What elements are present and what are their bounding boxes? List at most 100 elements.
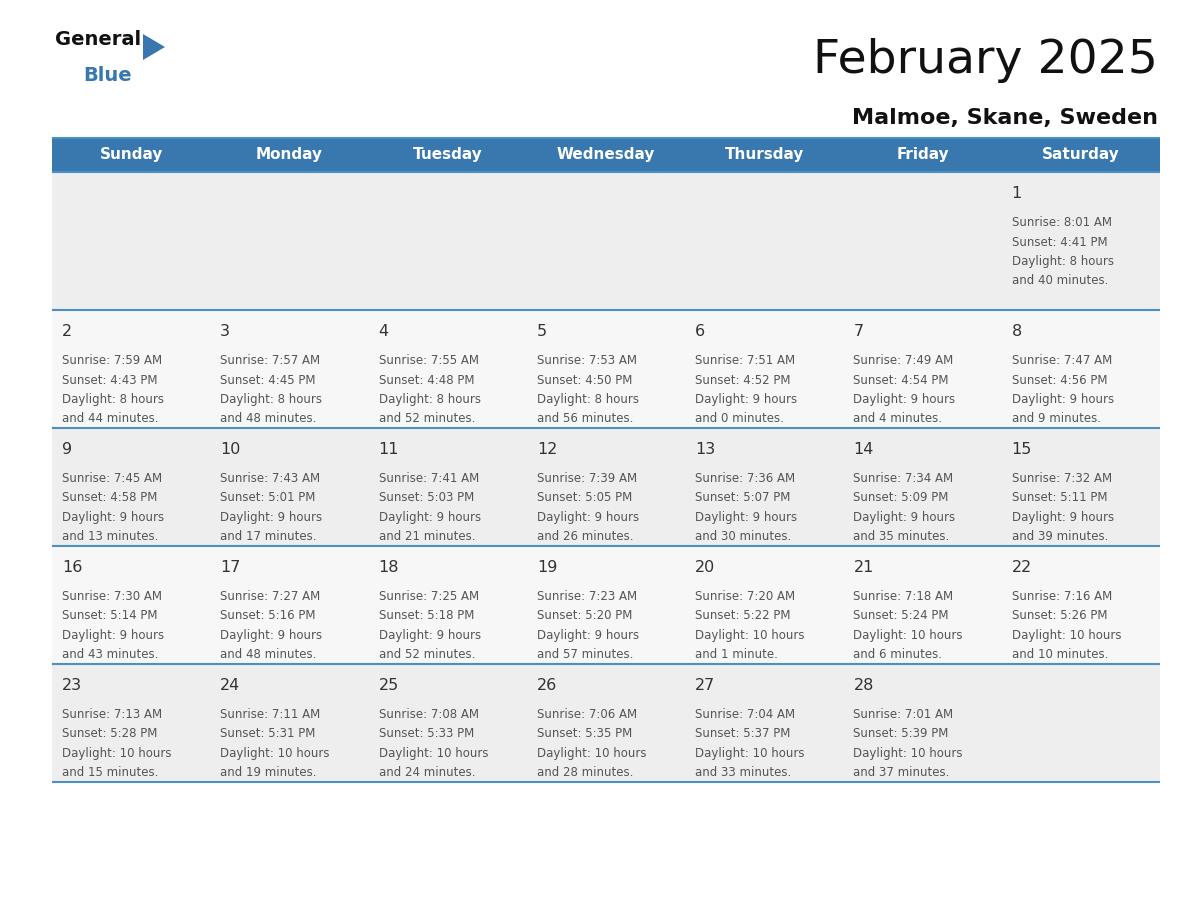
- Text: Sunrise: 7:18 AM: Sunrise: 7:18 AM: [853, 590, 954, 603]
- Text: Sunrise: 7:27 AM: Sunrise: 7:27 AM: [220, 590, 321, 603]
- Text: 17: 17: [220, 560, 241, 575]
- Text: Monday: Monday: [255, 148, 323, 162]
- Text: and 15 minutes.: and 15 minutes.: [62, 767, 158, 779]
- Text: Sunset: 5:09 PM: Sunset: 5:09 PM: [853, 491, 949, 505]
- Text: and 37 minutes.: and 37 minutes.: [853, 767, 949, 779]
- Text: and 44 minutes.: and 44 minutes.: [62, 412, 158, 426]
- Polygon shape: [143, 34, 165, 60]
- Text: 11: 11: [379, 442, 399, 457]
- Text: Sunday: Sunday: [100, 148, 163, 162]
- Text: 28: 28: [853, 678, 874, 693]
- Text: Daylight: 9 hours: Daylight: 9 hours: [62, 629, 164, 642]
- Text: Sunrise: 7:16 AM: Sunrise: 7:16 AM: [1012, 590, 1112, 603]
- Text: Daylight: 8 hours: Daylight: 8 hours: [379, 393, 481, 406]
- Text: 12: 12: [537, 442, 557, 457]
- Text: 23: 23: [62, 678, 82, 693]
- Text: 16: 16: [62, 560, 82, 575]
- Text: Sunrise: 7:13 AM: Sunrise: 7:13 AM: [62, 708, 162, 721]
- Text: Sunset: 4:48 PM: Sunset: 4:48 PM: [379, 374, 474, 386]
- Text: Sunrise: 7:45 AM: Sunrise: 7:45 AM: [62, 472, 162, 485]
- Text: Sunset: 4:41 PM: Sunset: 4:41 PM: [1012, 236, 1107, 249]
- Text: Sunset: 4:56 PM: Sunset: 4:56 PM: [1012, 374, 1107, 386]
- Text: Sunrise: 8:01 AM: Sunrise: 8:01 AM: [1012, 216, 1112, 229]
- Text: 9: 9: [62, 442, 72, 457]
- Text: Sunset: 5:16 PM: Sunset: 5:16 PM: [220, 610, 316, 622]
- Text: Sunset: 5:18 PM: Sunset: 5:18 PM: [379, 610, 474, 622]
- Text: Sunrise: 7:49 AM: Sunrise: 7:49 AM: [853, 354, 954, 367]
- Text: Saturday: Saturday: [1042, 148, 1120, 162]
- Text: and 10 minutes.: and 10 minutes.: [1012, 648, 1108, 662]
- Text: and 6 minutes.: and 6 minutes.: [853, 648, 942, 662]
- Bar: [52, 172, 1159, 310]
- Text: Friday: Friday: [896, 148, 949, 162]
- Text: Daylight: 9 hours: Daylight: 9 hours: [220, 511, 322, 524]
- Text: 22: 22: [1012, 560, 1032, 575]
- Text: 5: 5: [537, 324, 546, 339]
- Text: 18: 18: [379, 560, 399, 575]
- Text: Sunset: 5:33 PM: Sunset: 5:33 PM: [379, 727, 474, 741]
- Text: Sunset: 5:11 PM: Sunset: 5:11 PM: [1012, 491, 1107, 505]
- Text: and 24 minutes.: and 24 minutes.: [379, 767, 475, 779]
- Text: and 1 minute.: and 1 minute.: [695, 648, 778, 662]
- Text: 27: 27: [695, 678, 715, 693]
- Text: Daylight: 9 hours: Daylight: 9 hours: [695, 511, 797, 524]
- Text: Daylight: 10 hours: Daylight: 10 hours: [853, 747, 963, 760]
- Text: Sunrise: 7:34 AM: Sunrise: 7:34 AM: [853, 472, 954, 485]
- Text: Daylight: 10 hours: Daylight: 10 hours: [695, 747, 804, 760]
- Text: Daylight: 10 hours: Daylight: 10 hours: [220, 747, 330, 760]
- Text: Daylight: 9 hours: Daylight: 9 hours: [695, 393, 797, 406]
- Text: 13: 13: [695, 442, 715, 457]
- Text: Sunrise: 7:11 AM: Sunrise: 7:11 AM: [220, 708, 321, 721]
- Text: Sunset: 5:35 PM: Sunset: 5:35 PM: [537, 727, 632, 741]
- Text: and 52 minutes.: and 52 minutes.: [379, 412, 475, 426]
- Text: Thursday: Thursday: [725, 148, 804, 162]
- Text: 4: 4: [379, 324, 388, 339]
- Text: Sunset: 5:28 PM: Sunset: 5:28 PM: [62, 727, 157, 741]
- Bar: [52, 138, 1159, 172]
- Text: Daylight: 9 hours: Daylight: 9 hours: [62, 511, 164, 524]
- Text: Sunset: 5:22 PM: Sunset: 5:22 PM: [695, 610, 791, 622]
- Text: Sunset: 5:14 PM: Sunset: 5:14 PM: [62, 610, 158, 622]
- Text: and 40 minutes.: and 40 minutes.: [1012, 274, 1108, 287]
- Bar: [52, 664, 1159, 782]
- Text: and 21 minutes.: and 21 minutes.: [379, 531, 475, 543]
- Text: Daylight: 9 hours: Daylight: 9 hours: [379, 629, 481, 642]
- Text: Wednesday: Wednesday: [557, 148, 656, 162]
- Text: Daylight: 9 hours: Daylight: 9 hours: [537, 511, 639, 524]
- Text: Daylight: 10 hours: Daylight: 10 hours: [379, 747, 488, 760]
- Text: Daylight: 10 hours: Daylight: 10 hours: [62, 747, 171, 760]
- Text: Daylight: 9 hours: Daylight: 9 hours: [853, 511, 955, 524]
- Text: and 48 minutes.: and 48 minutes.: [220, 648, 317, 662]
- Text: Daylight: 10 hours: Daylight: 10 hours: [853, 629, 963, 642]
- Text: and 17 minutes.: and 17 minutes.: [220, 531, 317, 543]
- Text: Sunrise: 7:01 AM: Sunrise: 7:01 AM: [853, 708, 954, 721]
- Text: and 28 minutes.: and 28 minutes.: [537, 767, 633, 779]
- Text: Sunrise: 7:39 AM: Sunrise: 7:39 AM: [537, 472, 637, 485]
- Text: 21: 21: [853, 560, 874, 575]
- Text: Sunset: 5:26 PM: Sunset: 5:26 PM: [1012, 610, 1107, 622]
- Text: Sunset: 5:24 PM: Sunset: 5:24 PM: [853, 610, 949, 622]
- Text: February 2025: February 2025: [813, 38, 1158, 83]
- Text: 24: 24: [220, 678, 240, 693]
- Text: Sunrise: 7:43 AM: Sunrise: 7:43 AM: [220, 472, 321, 485]
- Text: and 0 minutes.: and 0 minutes.: [695, 412, 784, 426]
- Text: 10: 10: [220, 442, 241, 457]
- Text: Sunset: 4:58 PM: Sunset: 4:58 PM: [62, 491, 157, 505]
- Text: Sunrise: 7:04 AM: Sunrise: 7:04 AM: [695, 708, 795, 721]
- Bar: [52, 546, 1159, 664]
- Text: Sunset: 4:45 PM: Sunset: 4:45 PM: [220, 374, 316, 386]
- Text: and 4 minutes.: and 4 minutes.: [853, 412, 942, 426]
- Text: Sunrise: 7:23 AM: Sunrise: 7:23 AM: [537, 590, 637, 603]
- Text: Daylight: 9 hours: Daylight: 9 hours: [537, 629, 639, 642]
- Text: Sunrise: 7:36 AM: Sunrise: 7:36 AM: [695, 472, 795, 485]
- Text: and 30 minutes.: and 30 minutes.: [695, 531, 791, 543]
- Text: 1: 1: [1012, 186, 1022, 201]
- Text: Sunset: 5:05 PM: Sunset: 5:05 PM: [537, 491, 632, 505]
- Text: Sunset: 5:07 PM: Sunset: 5:07 PM: [695, 491, 790, 505]
- Text: and 35 minutes.: and 35 minutes.: [853, 531, 949, 543]
- Text: 25: 25: [379, 678, 399, 693]
- Text: Sunrise: 7:25 AM: Sunrise: 7:25 AM: [379, 590, 479, 603]
- Bar: [52, 310, 1159, 428]
- Text: 20: 20: [695, 560, 715, 575]
- Text: Blue: Blue: [83, 66, 132, 85]
